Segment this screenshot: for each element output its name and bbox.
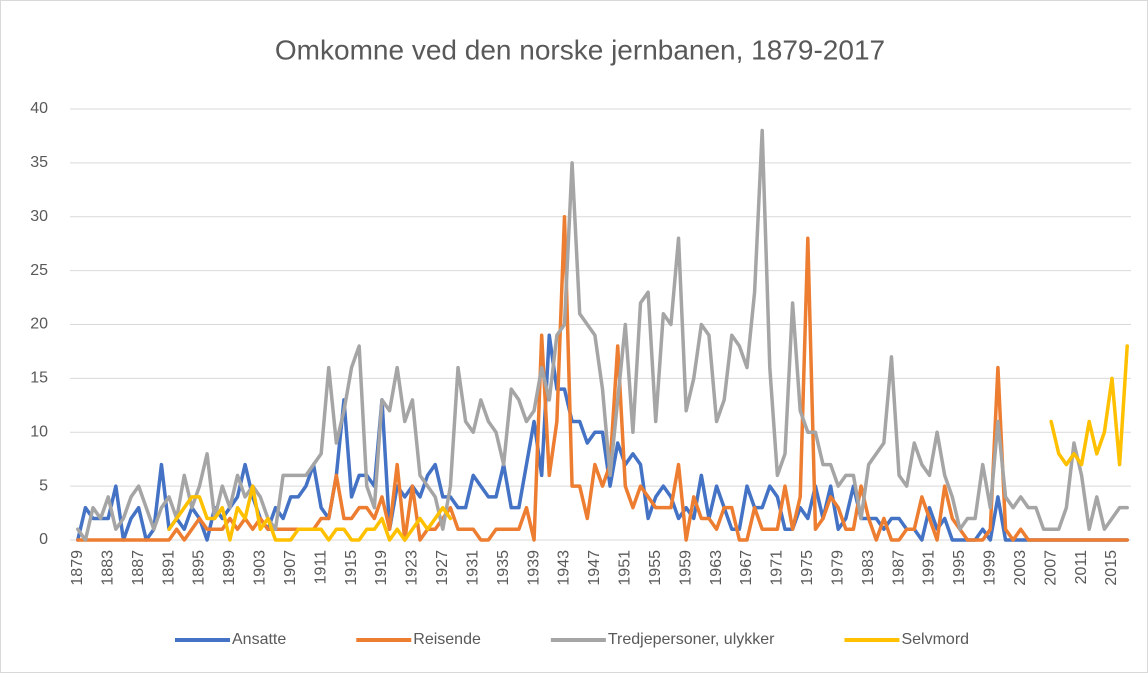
x-tick-label: 1903: [252, 550, 269, 586]
y-tick-label: 25: [30, 262, 48, 279]
x-tick-label: 1899: [221, 550, 238, 586]
x-tick-label: 2007: [1042, 550, 1059, 586]
legend-label: Reisende: [413, 631, 481, 648]
x-tick-label: 1971: [769, 550, 786, 586]
x-tick-label: 1967: [738, 550, 755, 586]
x-tick-label: 2003: [1012, 550, 1029, 586]
x-tick-label: 1915: [343, 550, 360, 586]
x-tick-label: 1887: [130, 550, 147, 586]
x-tick-label: 1947: [586, 550, 603, 586]
x-tick-label: 1975: [799, 550, 816, 586]
x-tick-label: 1911: [312, 550, 329, 585]
x-tick-label: 1907: [282, 550, 299, 586]
y-tick-label: 0: [39, 531, 48, 548]
x-tick-label: 1987: [890, 550, 907, 586]
x-tick-label: 1931: [464, 550, 481, 586]
x-tick-label: 1979: [829, 550, 846, 586]
x-tick-label: 1991: [921, 550, 938, 586]
y-tick-label: 30: [30, 208, 48, 225]
x-tick-label: 1943: [556, 550, 573, 586]
x-tick-label: 1983: [860, 550, 877, 586]
x-tick-label: 1955: [647, 550, 664, 586]
x-tick-label: 2011: [1073, 550, 1090, 585]
x-tick-label: 1895: [191, 550, 208, 586]
y-tick-label: 20: [30, 316, 48, 333]
x-tick-label: 1999: [982, 550, 999, 586]
x-tick-label: 1919: [373, 550, 390, 586]
x-tick-label: 1927: [434, 550, 451, 586]
x-tick-label: 1883: [99, 550, 116, 586]
legend-label: Tredjepersoner, ulykker: [608, 631, 775, 648]
x-tick-label: 1951: [617, 550, 634, 586]
y-tick-label: 5: [39, 477, 48, 494]
x-tick-label: 1923: [404, 550, 421, 586]
x-tick-label: 1995: [951, 550, 968, 586]
y-tick-label: 35: [30, 154, 48, 171]
series-line: [167, 344, 1129, 542]
x-tick-label: 1935: [495, 550, 512, 586]
y-tick-label: 15: [30, 370, 48, 387]
x-tick-label: 1963: [708, 550, 725, 586]
x-tick-label: 1891: [160, 550, 177, 586]
x-tick-label: 1939: [525, 550, 542, 586]
x-tick-label: 2015: [1103, 550, 1120, 586]
legend-label: Selvmord: [901, 631, 969, 648]
y-tick-label: 10: [30, 423, 48, 440]
series-line: [76, 333, 1129, 542]
chart-title: Omkomne ved den norske jernbanen, 1879-2…: [275, 34, 885, 65]
x-tick-label: 1879: [69, 550, 86, 586]
y-tick-label: 40: [30, 100, 48, 117]
series-line: [76, 215, 1129, 542]
legend-label: Ansatte: [232, 631, 286, 648]
x-tick-label: 1959: [677, 550, 694, 586]
